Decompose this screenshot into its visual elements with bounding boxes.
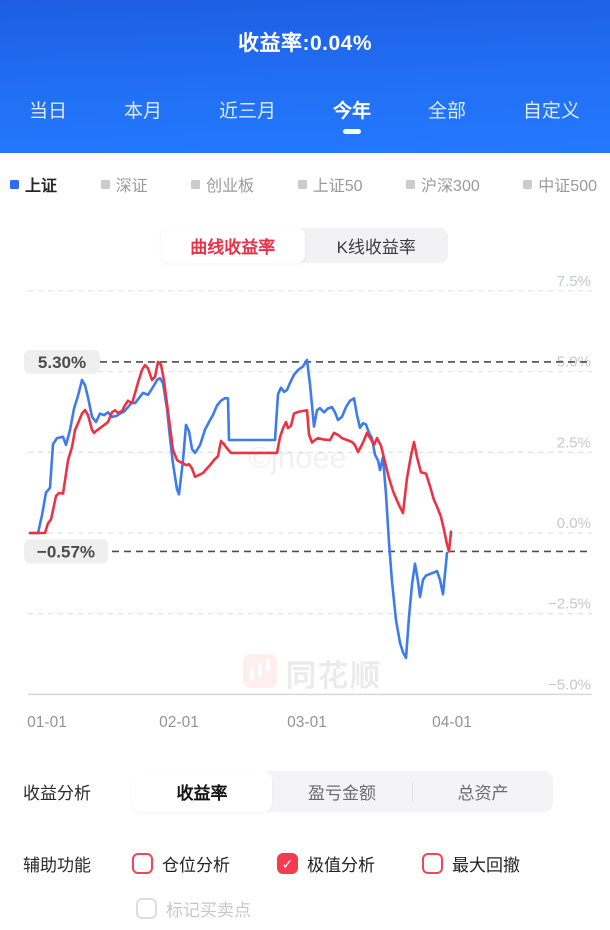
segment-divider xyxy=(412,782,413,801)
y-axis-label: 2.5% xyxy=(557,434,591,451)
checkbox-item-extreme-analysis[interactable]: ✓ 极值分析 xyxy=(277,851,422,876)
analysis-segmented-control: 收益率 盈亏金额 总资产 xyxy=(132,771,553,812)
legend-swatch-icon xyxy=(10,179,19,189)
active-tab-underline xyxy=(342,129,361,134)
period-tabs: 当日 本月 近三月 今年 全部 自定义 xyxy=(0,96,610,137)
analysis-row: 收益分析 收益率 盈亏金额 总资产 xyxy=(0,771,610,812)
extreme-value-label: 5.30% xyxy=(38,353,86,372)
legend-label: 中证500 xyxy=(538,178,597,195)
legend-label: 沪深300 xyxy=(421,178,480,195)
tab-label: 当日 xyxy=(29,101,68,122)
extreme-value-label: −0.57% xyxy=(37,542,95,561)
chart-type-toggle: 曲线收益率 K线收益率 xyxy=(161,228,448,263)
aux-row: 辅助功能 ✓ 仓位分析 ✓ 极值分析 ✓ 最大回撤 xyxy=(0,851,610,876)
legend-swatch-icon xyxy=(191,179,201,189)
copyright-watermark: ©jnoee xyxy=(248,440,347,475)
checkbox-label: 最大回撤 xyxy=(452,856,520,875)
legend-swatch-icon xyxy=(297,179,307,189)
legend-item-szse[interactable]: 深证 xyxy=(100,172,148,196)
y-axis-label: −5.0% xyxy=(548,676,591,693)
toggle-curve-return[interactable]: 曲线收益率 xyxy=(161,228,305,263)
tab-3m[interactable]: 近三月 xyxy=(219,96,276,137)
segment-pnl-amount[interactable]: 盈亏金额 xyxy=(308,784,376,803)
check-icon: ✓ xyxy=(281,855,294,872)
legend-label: 上证 xyxy=(25,178,58,195)
checkbox-item-position-analysis[interactable]: ✓ 仓位分析 xyxy=(132,851,277,876)
logo-candle-icon xyxy=(266,659,270,671)
legend-item-chinext[interactable]: 创业板 xyxy=(191,172,254,196)
checkbox-label: 标记买卖点 xyxy=(166,901,251,920)
checkbox-item-mark-trades[interactable]: ✓ 标记买卖点 xyxy=(136,896,281,921)
tab-today[interactable]: 当日 xyxy=(29,96,67,137)
page-title: 收益率:0.04% xyxy=(237,32,373,55)
legend-item-sse[interactable]: 上证 xyxy=(10,172,57,196)
legend-label: 深证 xyxy=(115,178,148,195)
legend-swatch-icon xyxy=(100,179,110,189)
tab-month[interactable]: 本月 xyxy=(124,96,162,137)
index-legend: 上证 深证 创业板 上证50 沪深300 中证500 xyxy=(10,172,597,196)
unchecked-checkbox-icon[interactable]: ✓ xyxy=(132,853,153,874)
y-axis-label: 7.5% xyxy=(557,273,591,290)
legend-item-csi500[interactable]: 中证500 xyxy=(523,172,597,196)
tab-custom[interactable]: 自定义 xyxy=(523,96,580,137)
legend-swatch-icon xyxy=(523,179,533,189)
tab-ytd[interactable]: 今年 xyxy=(333,96,371,137)
unchecked-checkbox-icon[interactable]: ✓ xyxy=(422,853,443,874)
tab-label: 近三月 xyxy=(218,101,276,122)
tab-label: 全部 xyxy=(427,101,466,122)
brand-watermark: 同花顺 xyxy=(286,660,382,693)
toggle-kline-return[interactable]: K线收益率 xyxy=(336,238,416,257)
x-axis-label: 01-01 xyxy=(27,714,67,731)
legend-item-sse50[interactable]: 上证50 xyxy=(297,172,363,196)
x-axis-label: 04-01 xyxy=(432,714,472,731)
aux-section-label: 辅助功能 xyxy=(23,856,91,875)
x-axis-label: 02-01 xyxy=(159,714,199,731)
tab-label: 本月 xyxy=(123,101,162,122)
aux-items-row2: ✓ 标记买卖点 xyxy=(136,896,281,921)
tab-all[interactable]: 全部 xyxy=(428,96,466,137)
returns-chart[interactable]: 7.5%5.0%2.5%0.0%−2.5%−5.0%©jnoee同花顺5.30%… xyxy=(0,270,610,740)
y-axis-label: 0.0% xyxy=(557,515,591,532)
segment-total-assets[interactable]: 总资产 xyxy=(457,784,509,803)
legend-label: 创业板 xyxy=(206,178,255,195)
tab-label: 自定义 xyxy=(522,101,580,122)
checkbox-label: 极值分析 xyxy=(307,856,375,875)
series-line-收益率 xyxy=(28,360,453,553)
checked-checkbox-icon[interactable]: ✓ xyxy=(277,853,298,874)
legend-swatch-icon xyxy=(406,179,416,189)
segment-return-rate[interactable]: 收益率 xyxy=(132,771,272,812)
logo-candle-icon xyxy=(250,669,254,680)
unchecked-checkbox-icon[interactable]: ✓ xyxy=(136,898,157,919)
series-line-上证 xyxy=(28,358,449,660)
aux-items-row1: ✓ 仓位分析 ✓ 极值分析 ✓ 最大回撤 xyxy=(132,851,567,876)
header: 收益率:0.04% 当日 本月 近三月 今年 全部 自定义 xyxy=(0,0,610,153)
legend-item-hs300[interactable]: 沪深300 xyxy=(406,172,480,196)
extreme-value-badge xyxy=(24,349,100,374)
y-axis-label: −2.5% xyxy=(548,596,591,613)
legend-label: 上证50 xyxy=(312,178,363,195)
checkbox-item-max-drawdown[interactable]: ✓ 最大回撤 xyxy=(422,851,567,876)
checkbox-label: 仓位分析 xyxy=(162,856,230,875)
x-axis-label: 03-01 xyxy=(287,714,327,731)
analysis-section-label: 收益分析 xyxy=(23,784,91,803)
tab-label: 今年 xyxy=(332,101,371,122)
logo-candle-icon xyxy=(258,663,262,677)
extreme-value-badge xyxy=(24,539,108,564)
